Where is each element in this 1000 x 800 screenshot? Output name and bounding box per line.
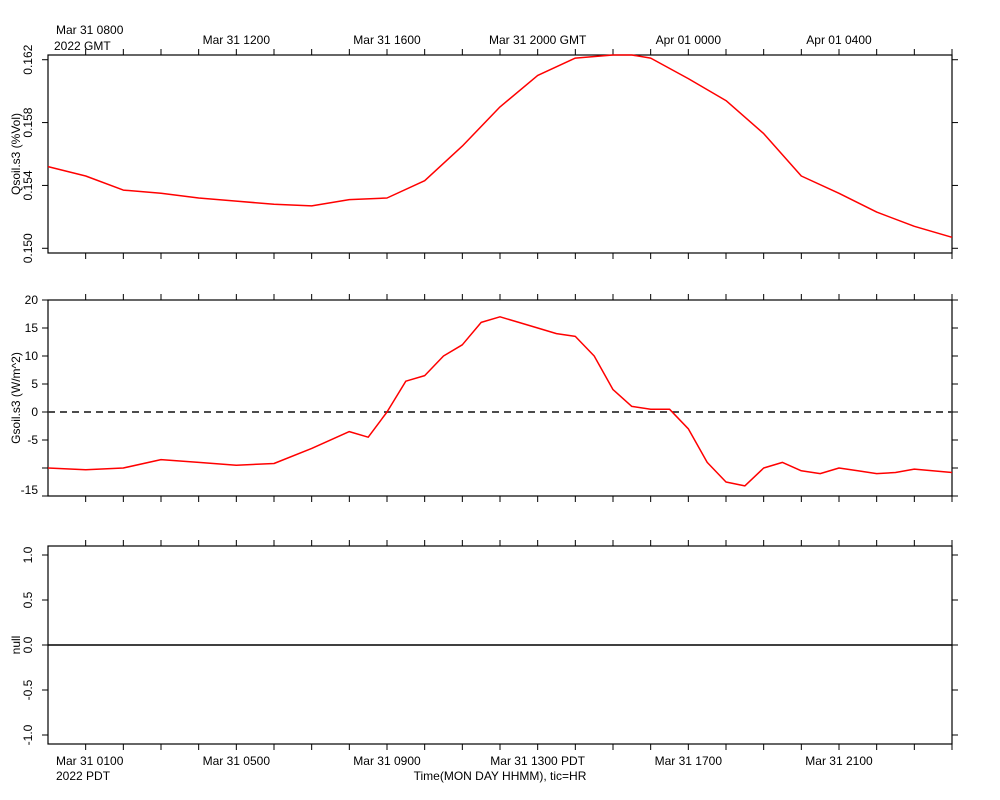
- y-tick-label: 0.150: [21, 233, 35, 263]
- y-tick-label: -1.0: [21, 724, 35, 745]
- series-line: [47, 54, 953, 239]
- y-tick-label: -15: [21, 483, 39, 497]
- top-time-label: Apr 01 0000: [656, 33, 722, 47]
- y-tick-label: 20: [25, 293, 39, 307]
- top-time-label: Mar 31 0800: [56, 23, 124, 37]
- panel-null: -1.0 -0.5 0.0 0.5 1.0 null: [9, 540, 958, 750]
- y-axis-title: null: [9, 636, 23, 655]
- y-tick-label: -5: [27, 433, 38, 447]
- y-axis-title: Gsoil.s3 (W/m^2): [9, 352, 23, 444]
- panel-soil-heat-flux: -15 -5 0 5 10 15 20 Gsoil.s3 (W/m^2): [9, 293, 958, 502]
- y-tick-label: 0.162: [21, 44, 35, 74]
- y-tick-label: 0.158: [21, 107, 35, 137]
- bottom-time-sublabel: 2022 PDT: [56, 769, 111, 783]
- top-time-label: Mar 31 1600: [353, 33, 421, 47]
- y-tick-label: 10: [25, 349, 39, 363]
- series-line: [47, 316, 953, 487]
- y-tick-label: 5: [31, 377, 38, 391]
- bottom-time-label: Mar 31 1700: [655, 754, 723, 768]
- plot-frame: [47, 54, 953, 254]
- panel-soil-moisture: 0.150 0.154 0.158 0.162 Qsoil.s3 (%Vol): [9, 44, 958, 263]
- top-time-label: Mar 31 2000 GMT: [489, 33, 587, 47]
- y-tick-label: 0.5: [21, 591, 35, 608]
- y-axis-title: Qsoil.s3 (%Vol): [9, 113, 23, 195]
- bottom-time-label: Mar 31 2100: [805, 754, 873, 768]
- y-tick-label: 1.0: [21, 546, 35, 563]
- x-axis-title: Time(MON DAY HHMM), tic=HR: [414, 769, 587, 783]
- y-tick-label: -0.5: [21, 679, 35, 700]
- y-tick-label: 0: [31, 405, 38, 419]
- top-time-label: Apr 01 0400: [806, 33, 872, 47]
- top-time-label: Mar 31 1200: [203, 33, 271, 47]
- top-time-sublabel: 2022 GMT: [54, 39, 111, 53]
- y-tick-label: 15: [25, 321, 39, 335]
- bottom-time-label: Mar 31 0900: [353, 754, 421, 768]
- y-tick-label: 0.154: [21, 170, 35, 200]
- plot-frame: [47, 299, 953, 497]
- bottom-time-label: Mar 31 1300 PDT: [490, 754, 585, 768]
- bottom-time-label: Mar 31 0500: [203, 754, 271, 768]
- y-tick-label: 0.0: [21, 636, 35, 653]
- bottom-time-label: Mar 31 0100: [56, 754, 124, 768]
